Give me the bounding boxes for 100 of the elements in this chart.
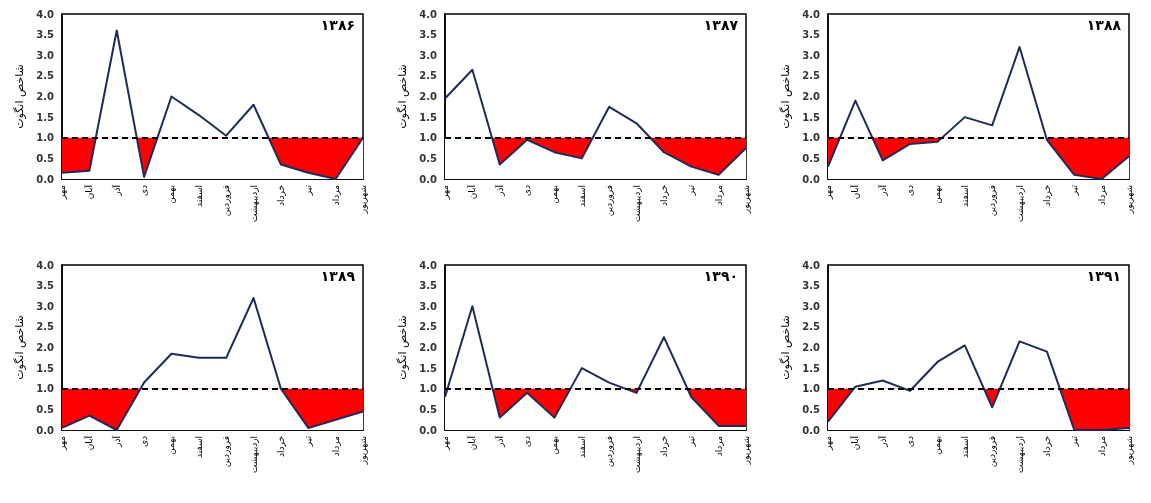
x-tick-label: تیر	[686, 435, 697, 448]
x-tick-label: فروردین	[604, 436, 615, 468]
y-tick-label: 4.0	[802, 259, 821, 271]
x-tick-label: مهر	[440, 184, 450, 200]
y-tick-label: 1.0	[802, 132, 821, 144]
x-tick-label: اردیبهشت	[248, 436, 259, 474]
x-tick-label: آبان	[849, 184, 861, 200]
x-tick-label: اسفند	[959, 185, 970, 208]
y-tick-label: 0.5	[36, 403, 55, 415]
x-tick-label: خرداد	[275, 436, 286, 458]
y-tick-label: 1.0	[36, 383, 55, 395]
y-tick-label: 2.0	[419, 342, 438, 353]
y-tick-label: 3.0	[802, 300, 821, 312]
chart-title: ۱۳۹۰	[703, 268, 739, 284]
y-tick-label: 1.5	[419, 111, 438, 123]
y-tick-label: 1.5	[36, 111, 55, 123]
x-tick-label: آبان	[466, 184, 478, 200]
y-tick-label: 4.0	[802, 8, 821, 20]
x-tick-label: اسفند	[576, 185, 587, 208]
x-tick-label: آذر	[493, 435, 505, 448]
x-tick-label: مرداد	[1096, 184, 1107, 206]
line-series	[444, 68, 747, 176]
y-tick-label: 2.0	[36, 91, 55, 102]
x-tick-label: شهریور	[1124, 436, 1134, 466]
x-tick-label: فروردین	[221, 185, 232, 217]
x-tick-label: تیر	[686, 184, 697, 197]
x-tick-label: دی	[522, 185, 533, 197]
x-tick-label: آبان	[83, 435, 95, 451]
y-tick-label: 2.5	[419, 321, 438, 333]
y-tick-label: 2.0	[802, 342, 821, 353]
x-tick-label: خرداد	[275, 185, 286, 207]
chart-title: ۱۳۸۹	[320, 268, 356, 284]
x-tick-label: تیر	[303, 435, 314, 448]
x-tick-label: شهریور	[358, 436, 368, 466]
y-tick-label: 3.5	[802, 29, 821, 41]
x-tick-label: فروردین	[604, 185, 615, 217]
y-axis-title: شاخص انگوت	[396, 64, 410, 129]
y-tick-label: 2.5	[802, 70, 821, 82]
y-tick-label: 1.5	[36, 362, 55, 374]
x-tick-label: مرداد	[713, 435, 724, 457]
x-tick-label: شهریور	[358, 185, 368, 215]
x-tick-label: فروردین	[221, 436, 232, 468]
y-tick-label: 0.5	[419, 403, 438, 415]
x-tick-label: شهریور	[741, 436, 751, 466]
x-tick-label: اردیبهشت	[1014, 185, 1025, 223]
x-tick-label: مهر	[57, 435, 67, 451]
x-tick-label: شهریور	[741, 185, 751, 215]
x-tick-label: اردیبهشت	[631, 436, 642, 474]
y-tick-label: 2.0	[36, 342, 55, 353]
y-tick-label: 0.0	[419, 173, 438, 185]
y-tick-label: 4.0	[419, 259, 438, 271]
y-tick-label: 3.5	[36, 280, 55, 292]
x-tick-label: مهر	[823, 435, 833, 451]
y-tick-label: 3.0	[419, 300, 438, 312]
x-tick-label: مرداد	[330, 184, 341, 206]
x-tick-label: تیر	[1069, 184, 1080, 197]
y-tick-label: 2.0	[419, 91, 438, 102]
y-tick-label: 0.0	[36, 424, 55, 436]
y-tick-label: 0.0	[419, 424, 438, 436]
y-tick-label: 3.0	[36, 49, 55, 61]
y-tick-label: 1.0	[419, 132, 438, 144]
x-tick-label: آذر	[876, 184, 888, 197]
x-tick-label: تیر	[1069, 435, 1080, 448]
y-tick-label: 1.5	[802, 362, 821, 374]
x-tick-label: بهمن	[166, 185, 177, 204]
x-tick-label: دی	[139, 185, 150, 197]
y-tick-label: 3.5	[419, 280, 438, 292]
x-tick-label: بهمن	[166, 436, 177, 455]
x-tick-label: خرداد	[658, 185, 669, 207]
y-axis-title: شاخص انگوت	[13, 315, 27, 380]
x-tick-label: اسفند	[576, 436, 587, 459]
x-tick-label: مهر	[57, 184, 67, 200]
y-tick-label: 3.5	[36, 29, 55, 41]
y-tick-label: 3.5	[419, 29, 438, 41]
x-tick-label: اردیبهشت	[248, 185, 259, 223]
x-tick-label: فروردین	[987, 185, 998, 217]
x-tick-label: مرداد	[713, 184, 724, 206]
x-tick-label: دی	[905, 185, 916, 197]
x-tick-label: اسفند	[959, 436, 970, 459]
y-tick-label: 3.0	[802, 49, 821, 61]
y-tick-label: 2.5	[802, 321, 821, 333]
y-tick-label: 0.0	[802, 173, 821, 185]
y-tick-label: 2.5	[419, 70, 438, 82]
x-tick-label: مهر	[440, 435, 450, 451]
y-tick-label: 3.5	[802, 280, 821, 292]
y-tick-label: 3.0	[419, 49, 438, 61]
y-tick-label: 0.0	[802, 424, 821, 436]
x-tick-label: اردیبهشت	[1014, 436, 1025, 474]
chart-title: ۱۳۸۶	[320, 17, 356, 33]
y-tick-label: 1.0	[36, 132, 55, 144]
x-tick-label: خرداد	[658, 436, 669, 458]
x-tick-label: بهمن	[932, 436, 943, 455]
x-tick-label: آذر	[493, 184, 505, 197]
y-tick-label: 1.5	[419, 362, 438, 374]
x-tick-label: خرداد	[1041, 436, 1052, 458]
x-tick-label: آبان	[849, 435, 861, 451]
x-tick-label: بهمن	[932, 185, 943, 204]
x-tick-label: آذر	[110, 435, 122, 448]
x-tick-label: دی	[139, 436, 150, 448]
y-tick-label: 2.0	[802, 91, 821, 102]
